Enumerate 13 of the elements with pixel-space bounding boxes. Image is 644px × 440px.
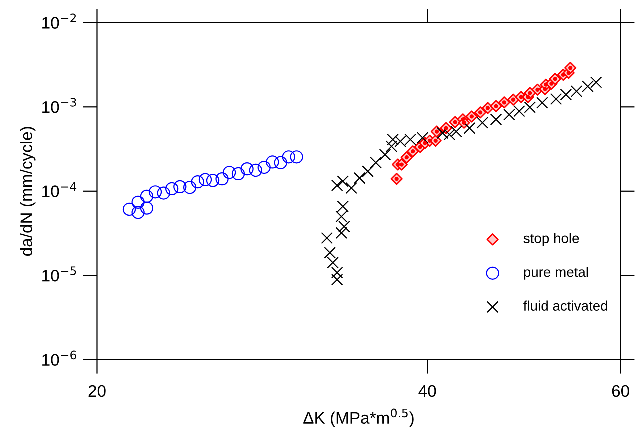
- x-tick-label: 60: [612, 385, 630, 398]
- y-tick-label: 10$^{−6}$: [42, 350, 76, 366]
- x-tick-label: 20: [88, 385, 106, 398]
- legend-label: stop hole: [524, 233, 580, 246]
- y-tick-label: 10$^{−5}$: [42, 266, 76, 282]
- legend-label: fluid activated: [524, 300, 608, 311]
- y-tick-label: 10$^{−3}$: [42, 98, 76, 114]
- legend-label: pure metal: [524, 266, 588, 280]
- y-axis-title: da/dN (mm/cycle): [20, 127, 36, 256]
- x-axis-title: ΔK (MPa*m$^{0.5}$): [304, 408, 414, 428]
- x-tick-label: 40: [418, 385, 436, 398]
- y-tick-label: 10$^{−2}$: [42, 14, 76, 29]
- y-tick-label: 10$^{−4}$: [42, 182, 77, 198]
